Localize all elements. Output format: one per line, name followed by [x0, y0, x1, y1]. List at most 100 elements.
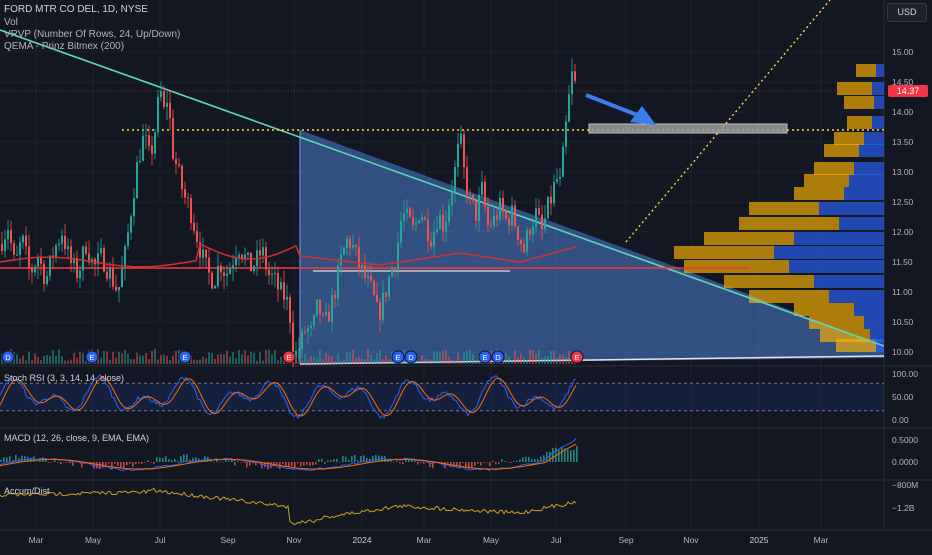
- volume-bar: [571, 359, 573, 364]
- volume-bar: [217, 354, 219, 364]
- qema-legend[interactable]: QEMA - Prinz Bitmex (200): [4, 41, 125, 52]
- candle-body: [358, 246, 360, 268]
- stoch-axis-label: 0.00: [892, 415, 909, 425]
- macd-histogram-bar: [390, 459, 392, 462]
- volume-bar: [565, 356, 567, 364]
- candle-body: [193, 222, 195, 231]
- volume-bar: [208, 352, 210, 364]
- volume-profile-down-bar: [814, 162, 854, 175]
- volume-bar: [313, 357, 315, 364]
- macd-legend[interactable]: MACD (12, 26, close, 9, EMA, EMA): [4, 433, 150, 443]
- volume-bar: [160, 354, 162, 364]
- volume-bar: [343, 359, 345, 364]
- earnings-marker-label: E: [395, 353, 400, 362]
- macd-histogram-bar: [246, 462, 248, 468]
- volume-bar: [298, 351, 300, 364]
- candle-body: [58, 243, 60, 246]
- macd-histogram-bar: [420, 462, 422, 463]
- candle-body: [142, 135, 144, 161]
- candle-body: [367, 275, 369, 278]
- candle-body: [85, 246, 87, 254]
- candle-body: [184, 189, 186, 198]
- candle-body: [16, 254, 18, 256]
- volume-bar: [223, 354, 225, 364]
- candle-body: [541, 214, 543, 230]
- macd-histogram-bar: [102, 462, 104, 468]
- volume-profile-down-bar: [809, 316, 864, 329]
- candle-body: [229, 268, 231, 274]
- candle-body: [202, 249, 204, 258]
- earnings-marker-label: E: [89, 353, 94, 362]
- candle-body: [268, 269, 270, 276]
- price-axis-label: 10.50: [892, 317, 914, 327]
- macd-histogram-bar: [216, 458, 218, 462]
- stoch-rsi-legend[interactable]: Stoch RSI (3, 3, 14, 14, close): [4, 373, 125, 383]
- candle-body: [1, 244, 3, 251]
- volume-bar: [532, 350, 534, 364]
- time-axis-label: 2025: [750, 535, 769, 545]
- volume-profile-up-bar: [872, 116, 884, 129]
- candle-body: [136, 162, 138, 199]
- candle-body: [562, 146, 564, 177]
- candle-body: [355, 245, 357, 247]
- macd-histogram-bar: [537, 459, 539, 462]
- macd-histogram-bar: [150, 462, 152, 463]
- volume-bar: [139, 355, 141, 364]
- candle-body: [262, 247, 264, 256]
- earnings-marker-label: E: [482, 353, 487, 362]
- candle-body: [241, 254, 243, 260]
- volume-bar: [193, 359, 195, 364]
- currency-button[interactable]: USD: [887, 3, 927, 22]
- macd-histogram-bar: [342, 455, 344, 462]
- volume-bar: [76, 357, 78, 364]
- volume-bar: [325, 352, 327, 364]
- macd-histogram-bar: [66, 462, 68, 463]
- stoch-d-line: [0, 377, 577, 417]
- volume-bar: [358, 356, 360, 364]
- volume-bar: [124, 349, 126, 364]
- dividend-marker-label: D: [495, 353, 501, 362]
- candle-body: [418, 220, 420, 223]
- accum-dist-legend[interactable]: Accum/Dist: [4, 486, 50, 496]
- symbol-legend[interactable]: FORD MTR CO DEL, 1D, NYSE: [4, 4, 148, 15]
- volume-bar: [283, 359, 285, 364]
- candle-body: [139, 160, 141, 163]
- macd-histogram-bar: [291, 462, 293, 467]
- candle-body: [415, 222, 417, 225]
- candle-body: [574, 71, 576, 81]
- macd-histogram-bar: [231, 459, 233, 462]
- candle-body: [121, 267, 123, 287]
- time-axis-label: Sep: [618, 535, 633, 545]
- macd-histogram-bar: [375, 454, 377, 462]
- candle-body: [169, 102, 171, 118]
- volume-bar: [433, 351, 435, 364]
- volume-bar: [520, 353, 522, 364]
- dividend-marker-label: D: [408, 353, 414, 362]
- volume-profile-down-bar: [804, 174, 849, 187]
- macd-histogram-bar: [576, 445, 578, 462]
- macd-histogram-bar: [12, 460, 14, 462]
- macd-histogram-bar: [501, 459, 503, 462]
- macd-histogram-bar: [546, 451, 548, 462]
- vol-legend[interactable]: Vol: [4, 17, 18, 28]
- macd-histogram-bar: [303, 462, 305, 466]
- candle-body: [253, 265, 255, 272]
- macd-histogram-bar: [363, 455, 365, 462]
- candle-body: [286, 297, 288, 300]
- candle-body: [379, 301, 381, 320]
- macd-histogram-bar: [270, 462, 272, 469]
- vrvp-legend[interactable]: VRVP (Number Of Rows, 24, Up/Down): [4, 29, 181, 40]
- macd-histogram-bar: [273, 462, 275, 466]
- volume-bar: [46, 354, 48, 364]
- volume-bar: [466, 350, 468, 364]
- macd-histogram-bar: [18, 458, 20, 462]
- macd-histogram-bar: [174, 458, 176, 462]
- volume-bar: [220, 353, 222, 364]
- volume-bar: [55, 355, 57, 364]
- macd-histogram-bar: [39, 459, 41, 462]
- macd-histogram-bar: [318, 459, 320, 462]
- candle-body: [421, 217, 423, 221]
- candle-body: [430, 241, 432, 247]
